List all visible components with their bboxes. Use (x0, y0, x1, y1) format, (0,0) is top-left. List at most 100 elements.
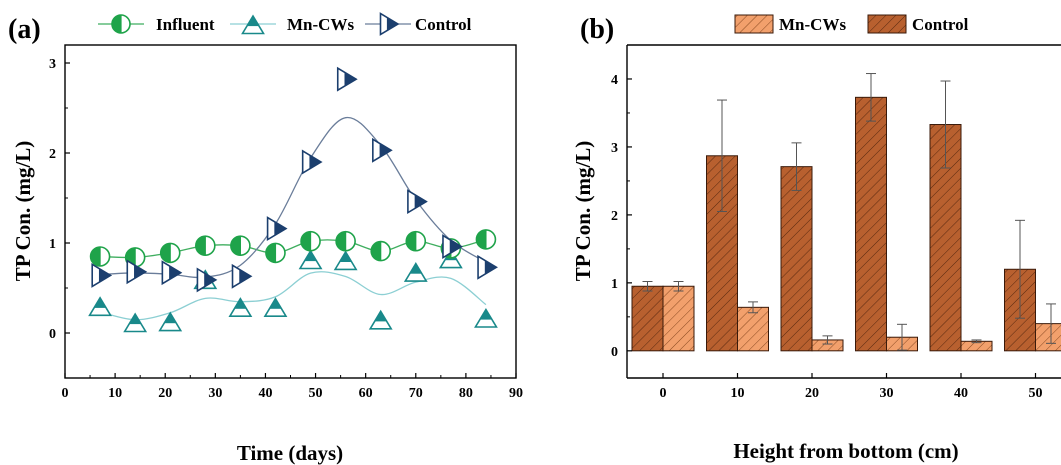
marker-fill-half (112, 15, 121, 33)
mn-cws-data-point (474, 307, 498, 328)
marker-fill-half (387, 17, 398, 31)
panel-b-bars (631, 96, 1061, 352)
x-tick-label: 50 (1029, 386, 1043, 401)
panel-a-chart: (a) Influent Mn-CWs Control 0 10 20 30 40 50 60 7… (8, 12, 523, 465)
marker-fill-half (380, 143, 392, 157)
mn-cws-data-point (298, 249, 323, 270)
x-tick-label: 40 (954, 386, 968, 401)
mn-cws-data-point (368, 309, 393, 330)
control-data-point (91, 262, 113, 288)
marker-fill-half (269, 298, 282, 309)
panel-a-label: (a) (8, 14, 41, 45)
panel-b-legend: Mn-CWs Control (734, 14, 969, 34)
mn-cws-data-point (88, 296, 112, 317)
panel-b-x-axis-title: Height from bottom (cm) (733, 439, 958, 463)
legend-label: Influent (156, 15, 215, 34)
x-tick-label: 30 (208, 386, 222, 401)
legend-marker (111, 14, 131, 34)
control-data-point (407, 189, 428, 215)
marker-fill-half (345, 72, 357, 86)
control-data-point (442, 234, 463, 260)
control-data-point (126, 259, 148, 285)
y-tick-label: 1 (49, 237, 56, 252)
control-bar (855, 96, 887, 352)
panel-b-x-axis: 0 10 20 30 40 50 (660, 373, 1043, 401)
mn-cws-data-point (228, 297, 253, 318)
y-tick-label: 3 (611, 141, 618, 156)
mn-cws-data-point (333, 250, 358, 271)
marker-fill-half (304, 251, 317, 261)
x-tick-label: 20 (805, 386, 819, 401)
legend-label: Control (415, 15, 472, 34)
panel-a-legend: Influent Mn-CWs Control (98, 12, 472, 36)
marker-fill-half (274, 221, 286, 236)
mn-cws-data-point (403, 262, 428, 282)
mn-cws-bar (662, 285, 695, 352)
y-tick-label: 2 (611, 209, 618, 224)
marker-fill-half (371, 241, 381, 261)
y-tick-label: 0 (49, 327, 56, 342)
influent-series-line (100, 238, 487, 259)
marker-fill-half (415, 194, 427, 209)
marker-fill-half (234, 298, 247, 309)
panel-a-y-axis-title: TP Con. (mg/L) (11, 141, 35, 282)
control-data-point (301, 149, 323, 175)
marker-fill-half (247, 16, 259, 26)
legend-label: Mn-CWs (287, 15, 354, 34)
marker-fill-half (375, 311, 387, 321)
x-tick-label: 60 (359, 386, 373, 401)
influent-data-point (335, 230, 356, 252)
marker-fill-half (339, 251, 352, 262)
panel-a-markers (88, 66, 498, 333)
control-data-point (196, 267, 218, 293)
legend-swatch-control (867, 14, 907, 34)
marker-fill-half (90, 247, 101, 266)
x-tick-label: 70 (409, 386, 423, 401)
marker-fill-half (265, 243, 276, 263)
mn-cws-data-point (123, 312, 148, 333)
x-tick-label: 40 (258, 386, 272, 401)
x-tick-label: 80 (459, 386, 473, 401)
panel-b-y-axis-title: TP Con. (mg/L) (571, 141, 595, 282)
panel-a-x-axis: 0 10 20 30 40 50 60 70 80 90 (62, 373, 523, 401)
x-tick-label: 0 (660, 386, 667, 401)
marker-fill-half (134, 265, 146, 279)
panel-a-y-axis: 0 1 2 3 (49, 57, 70, 379)
mn-cws-bar (1035, 323, 1061, 352)
marker-fill-half (450, 239, 462, 254)
mn-cws-data-point (263, 297, 288, 318)
marker-fill-half (480, 309, 492, 319)
marker-fill-half (410, 263, 422, 274)
legend-marker (379, 12, 400, 36)
marker-fill-half (94, 297, 106, 308)
marker-fill-half (164, 313, 176, 323)
influent-data-point (265, 242, 286, 264)
panel-a-x-axis-title: Time (days) (237, 441, 343, 465)
y-tick-label: 0 (611, 345, 618, 360)
control-data-point (161, 260, 183, 286)
x-tick-label: 90 (509, 386, 523, 401)
legend-label: Control (912, 15, 969, 34)
y-tick-label: 2 (49, 147, 56, 162)
marker-fill-half (485, 260, 497, 274)
influent-data-point (475, 229, 497, 250)
legend-label: Mn-CWs (779, 15, 846, 34)
x-tick-label: 30 (880, 386, 894, 401)
influent-data-point (300, 230, 321, 252)
influent-data-point (405, 230, 427, 252)
influent-data-point (370, 240, 392, 262)
marker-fill-half (310, 155, 322, 169)
panel-b-error-bars (642, 73, 1056, 351)
x-tick-label: 10 (108, 386, 122, 401)
marker-fill-half (476, 229, 486, 249)
y-tick-label: 3 (49, 57, 56, 72)
control-data-point (231, 263, 253, 289)
legend-marker (241, 14, 265, 35)
control-data-point (266, 216, 288, 242)
control-bar (631, 285, 664, 352)
influent-data-point (159, 242, 181, 264)
y-tick-label: 4 (611, 73, 618, 88)
control-series-line (100, 117, 487, 279)
influent-data-point (230, 235, 251, 256)
